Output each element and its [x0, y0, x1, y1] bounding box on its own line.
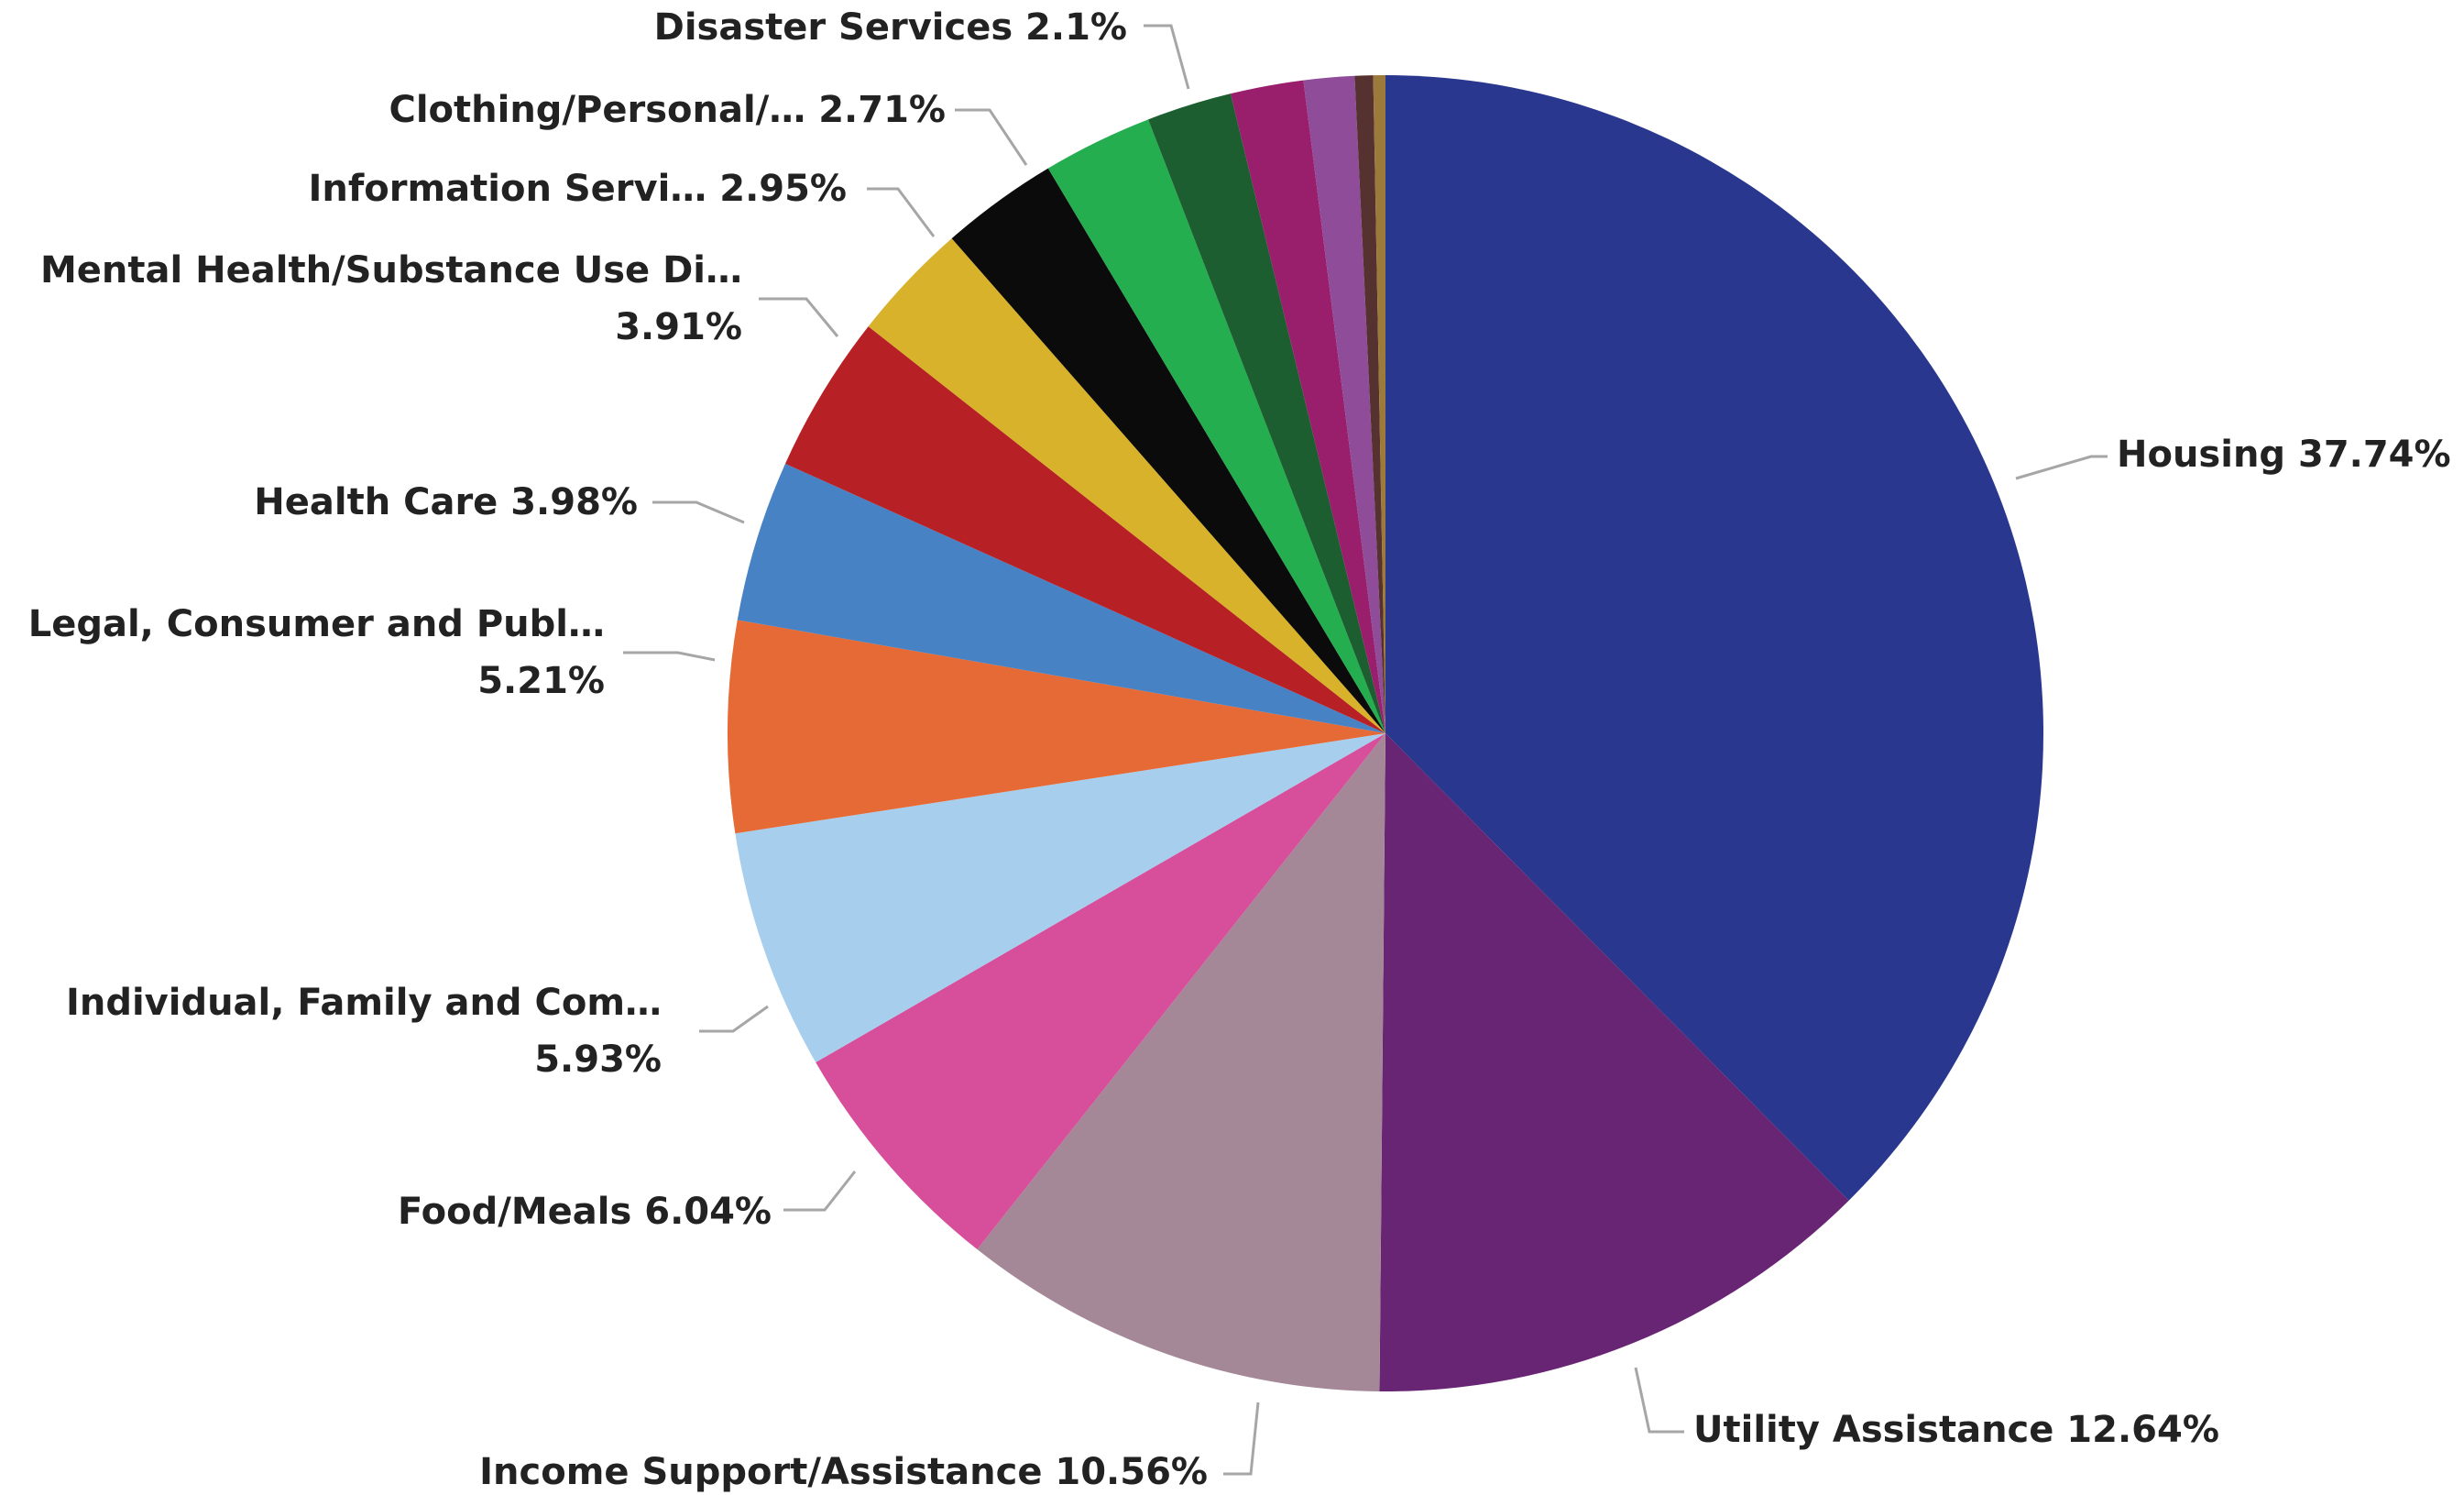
- pie-slice: [784, 326, 1385, 733]
- slice-label: 3.91%: [615, 306, 742, 348]
- label-leader-line: [1223, 1402, 1260, 1476]
- pie-slice: [1230, 80, 1385, 733]
- slice-label: Housing 37.74%: [2117, 434, 2451, 476]
- slice-label: Income Support/Assistance 10.56%: [479, 1451, 1208, 1493]
- label-leader-line: [652, 500, 745, 524]
- label-leader-line: [783, 1171, 857, 1212]
- slice-label: Information Servi… 2.95%: [309, 168, 848, 210]
- label-leader-line: [1144, 24, 1190, 90]
- pie-slice: [735, 733, 1385, 1062]
- pie-slice: [1303, 75, 1385, 734]
- label-leader-line: [759, 297, 839, 337]
- label-leader-line: [1634, 1367, 1684, 1434]
- pie-slice: [977, 733, 1385, 1391]
- pie-slice: [1379, 733, 1849, 1391]
- pie-labels: Housing 37.74% Utility Assistance 12.64% I…: [28, 6, 2451, 1493]
- slice-label: Legal, Consumer and Publ…: [28, 603, 605, 645]
- slice-label: Disaster Services 2.1%: [654, 6, 1127, 49]
- slice-label: Mental Health/Substance Use Di…: [40, 249, 742, 291]
- slice-label: 5.93%: [534, 1039, 662, 1081]
- pie-slice: [1373, 75, 1385, 733]
- label-leader-line: [955, 108, 1028, 166]
- slice-label: Food/Meals 6.04%: [398, 1191, 772, 1233]
- pie-slices: [728, 75, 2043, 1391]
- pie-slice: [737, 463, 1385, 733]
- pie-slice: [951, 168, 1385, 733]
- pie-slice: [1385, 75, 2043, 1201]
- pie-slice: [728, 620, 1385, 834]
- slice-label: Utility Assistance 12.64%: [1693, 1409, 2219, 1451]
- pie-slice: [816, 733, 1385, 1250]
- pie-slice: [1354, 75, 1385, 734]
- pie-slice: [868, 238, 1385, 733]
- label-leader-line: [699, 1005, 769, 1033]
- pie-slice: [1047, 119, 1385, 733]
- label-leader-line: [623, 651, 716, 662]
- label-leader-line: [867, 187, 936, 237]
- slice-label: 5.21%: [477, 660, 605, 702]
- pie-slice: [1148, 93, 1385, 733]
- slice-label: Health Care 3.98%: [254, 481, 638, 523]
- label-leader-line: [2015, 455, 2108, 480]
- slice-label: Individual, Family and Com…: [66, 982, 662, 1024]
- slice-label: Clothing/Personal/… 2.71%: [389, 89, 946, 131]
